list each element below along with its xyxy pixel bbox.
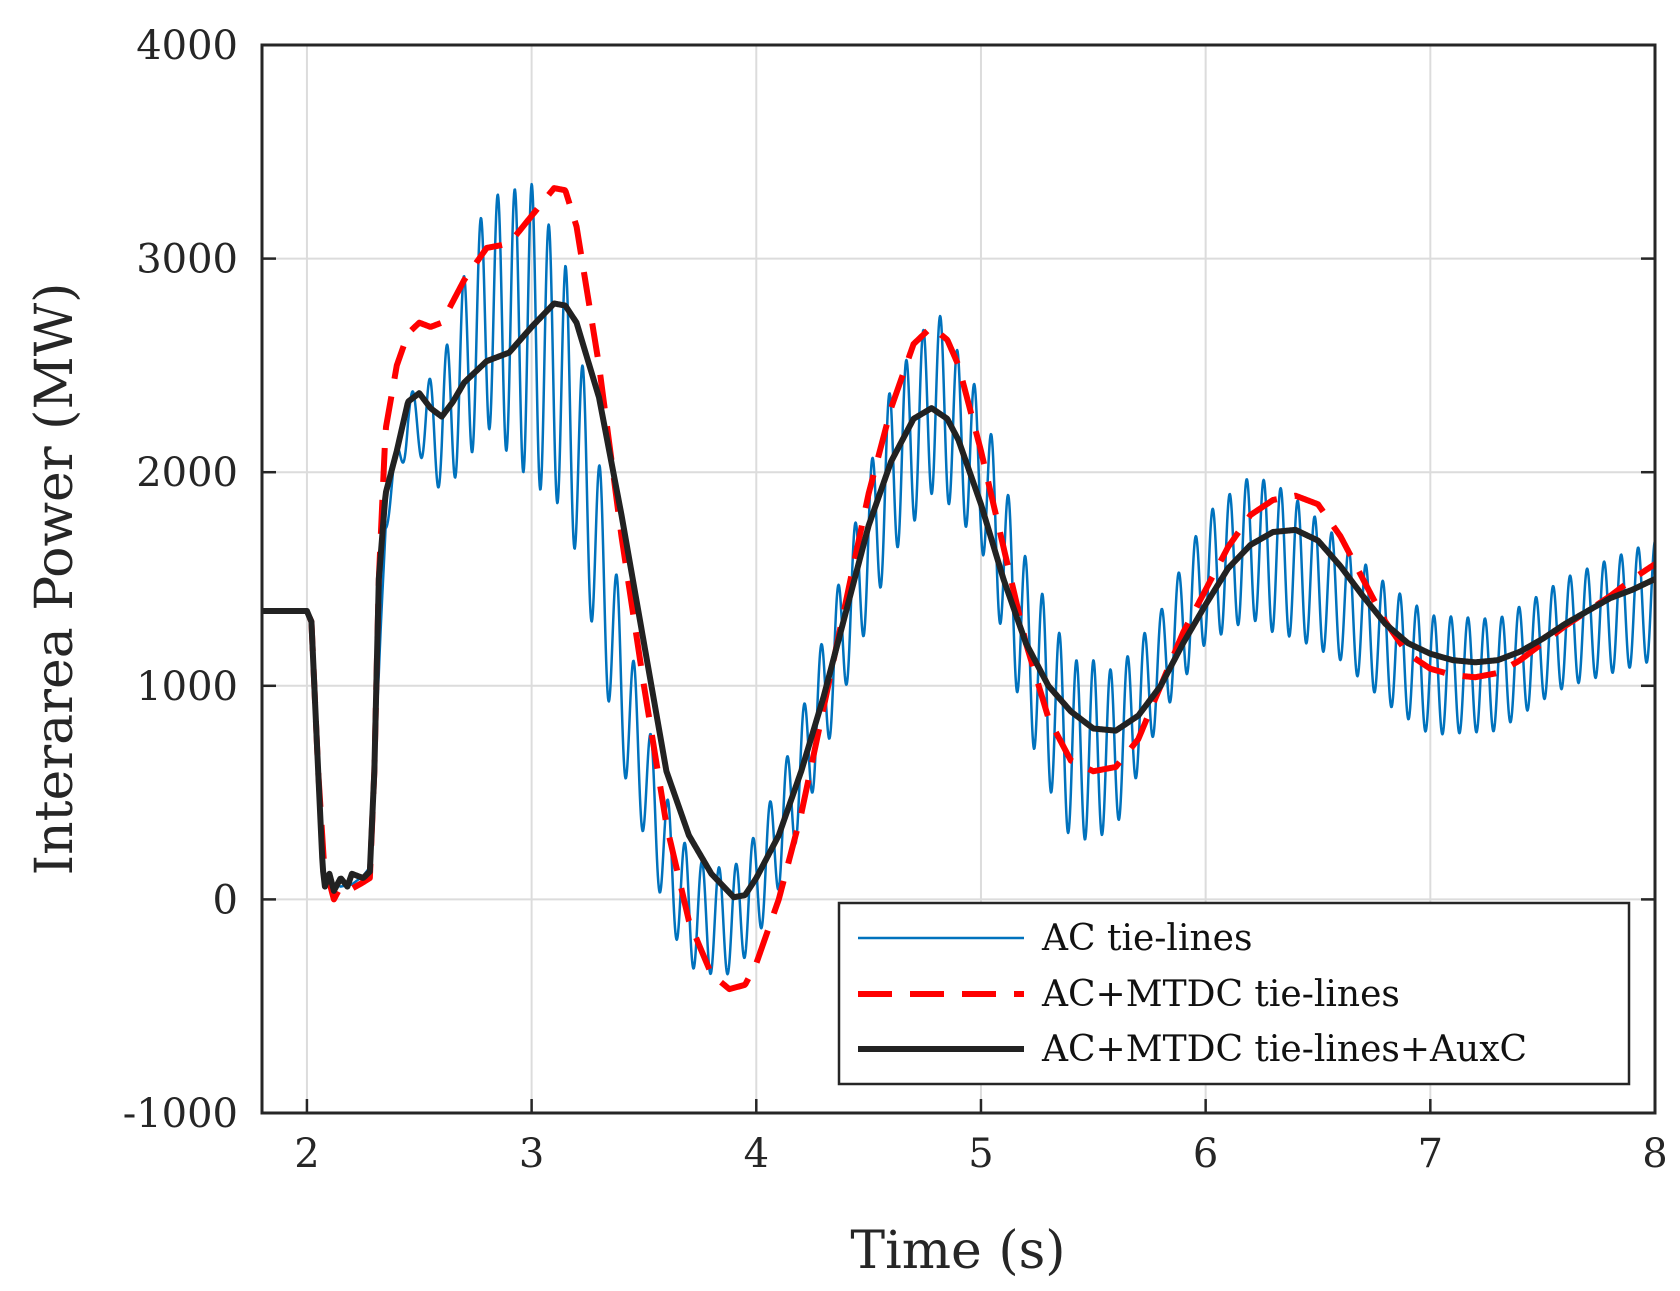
series-line-ac-mtdc-tie-lines-auxc xyxy=(259,300,1658,901)
series-line-ac-mtdc-tie-lines xyxy=(259,185,1658,993)
legend: AC tie-lines AC+MTDC tie-lines AC+MTDC t… xyxy=(837,901,1631,1086)
y-tick-label: 4000 xyxy=(136,23,238,69)
x-tick-label: 7 xyxy=(1418,1131,1443,1177)
x-tick-label: 8 xyxy=(1642,1131,1667,1177)
y-tick-label: 2000 xyxy=(136,450,238,496)
x-ticks: 2 3 4 5 6 7 8 xyxy=(294,1099,1668,1177)
y-tick-label: 3000 xyxy=(136,237,238,283)
x-tick-label: 5 xyxy=(968,1131,993,1177)
x-tick-label: 2 xyxy=(294,1131,319,1177)
x-tick-label: 6 xyxy=(1193,1131,1218,1177)
y-tick-label: 0 xyxy=(213,877,238,923)
y-tick-label: 1000 xyxy=(136,664,238,710)
x-axis-title: Time (s) xyxy=(850,1221,1065,1281)
x-tick-label: 3 xyxy=(519,1131,544,1177)
legend-label-ac-mtdc-tie-lines: AC+MTDC tie-lines xyxy=(1041,974,1400,1015)
y-axis-title: Interarea Power (MW) xyxy=(25,283,85,876)
axes-box xyxy=(260,43,1657,1115)
x-tick-label: 4 xyxy=(744,1131,769,1177)
y-tick-label: -1000 xyxy=(123,1091,238,1137)
series-lines xyxy=(259,182,1658,993)
legend-label-ac-tie-lines: AC tie-lines xyxy=(1041,918,1252,959)
legend-label-ac-mtdc-tie-lines-auxc: AC+MTDC tie-lines+AuxC xyxy=(1041,1029,1527,1070)
y-ticks: -1000 0 1000 2000 3000 4000 xyxy=(123,23,1655,1137)
